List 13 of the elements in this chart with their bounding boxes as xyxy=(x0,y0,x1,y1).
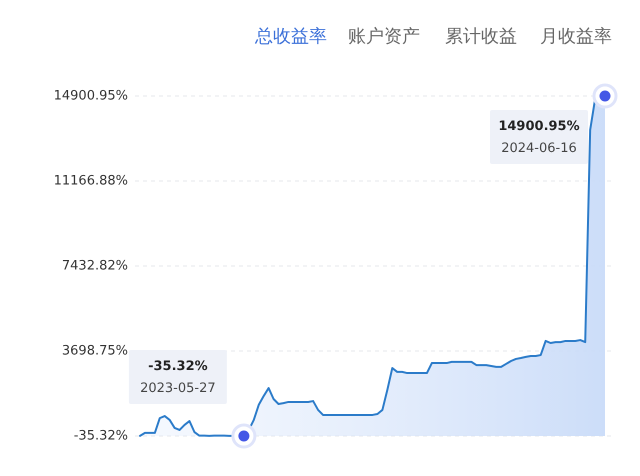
text: 累计收益 xyxy=(445,26,517,47)
y-tick-label: 11166.88% xyxy=(54,174,128,189)
annotation: 2024-06-16 xyxy=(501,141,577,156)
text: 总收益率 xyxy=(254,26,327,47)
y-tick-label: -35.32% xyxy=(74,428,128,444)
annotation: 2023-05-27 xyxy=(140,381,216,396)
text: 月收益率 xyxy=(540,26,612,47)
annotation: -35.32% xyxy=(148,359,208,374)
y-tick-label: 7432.82% xyxy=(62,258,128,274)
text: 账户资产 xyxy=(348,26,420,47)
y-tick-label: 3698.75% xyxy=(62,344,128,359)
y-tick-label: 14900.95% xyxy=(54,88,128,104)
annotation: 14900.95% xyxy=(498,119,580,134)
